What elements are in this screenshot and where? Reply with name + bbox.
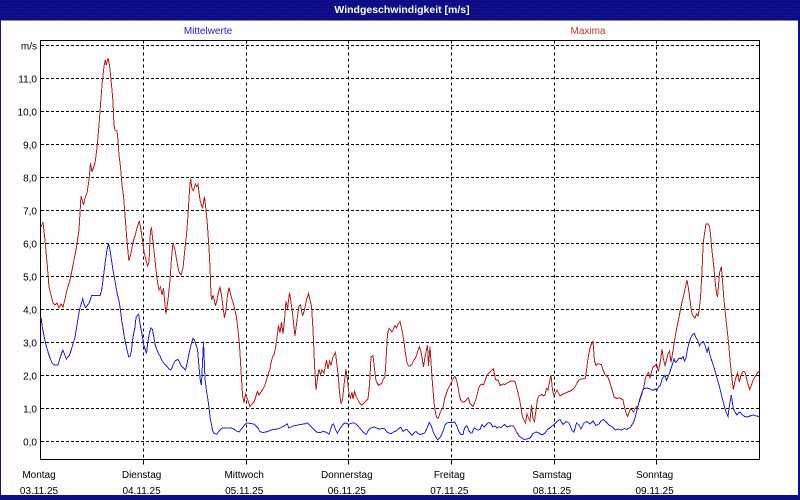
svg-text:07.11.25: 07.11.25	[430, 486, 469, 497]
svg-text:03.11.25: 03.11.25	[20, 486, 59, 497]
svg-text:05.11.25: 05.11.25	[225, 486, 264, 497]
svg-text:2,0: 2,0	[23, 372, 37, 383]
svg-text:Montag: Montag	[22, 470, 55, 481]
svg-text:m/s: m/s	[21, 42, 37, 53]
svg-text:09.11.25: 09.11.25	[636, 486, 675, 497]
svg-text:4,0: 4,0	[23, 306, 37, 317]
svg-text:Maxima: Maxima	[570, 26, 605, 37]
svg-text:Sonntag: Sonntag	[636, 470, 673, 481]
svg-text:08.11.25: 08.11.25	[533, 486, 572, 497]
svg-text:0,0: 0,0	[23, 438, 37, 449]
svg-text:Freitag: Freitag	[434, 470, 465, 481]
svg-text:Dienstag: Dienstag	[122, 470, 161, 481]
svg-text:1,0: 1,0	[23, 405, 37, 416]
svg-text:9,0: 9,0	[23, 141, 37, 152]
svg-text:10,0: 10,0	[18, 108, 38, 119]
svg-text:6,0: 6,0	[23, 240, 37, 251]
svg-text:Windgeschwindigkeit [m/s]: Windgeschwindigkeit [m/s]	[334, 4, 469, 16]
svg-text:06.11.25: 06.11.25	[328, 486, 367, 497]
svg-text:Mittwoch: Mittwoch	[224, 470, 263, 481]
svg-text:Donnerstag: Donnerstag	[321, 470, 373, 481]
svg-text:04.11.25: 04.11.25	[123, 486, 162, 497]
svg-text:7,0: 7,0	[23, 207, 37, 218]
svg-text:3,0: 3,0	[23, 339, 37, 350]
svg-text:8,0: 8,0	[23, 174, 37, 185]
svg-text:5,0: 5,0	[23, 273, 37, 284]
svg-text:Samstag: Samstag	[532, 470, 571, 481]
svg-text:11,0: 11,0	[18, 75, 37, 86]
svg-text:Mittelwerte: Mittelwerte	[184, 26, 233, 37]
